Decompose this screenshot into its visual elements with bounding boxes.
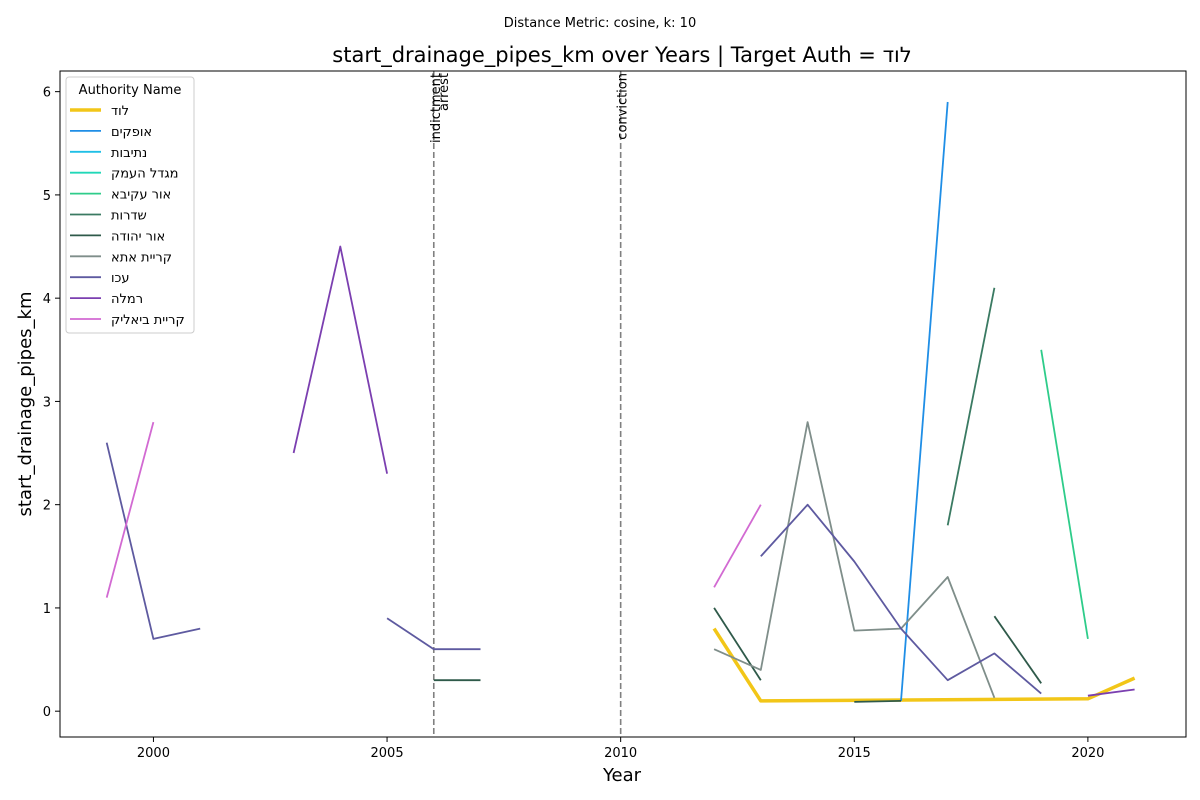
series-line-5: [946, 287, 996, 526]
y-tick-label: 3: [43, 395, 51, 410]
legend-box: [65, 76, 195, 334]
series-line-8: [386, 617, 481, 651]
series-line-6: [993, 615, 1042, 684]
event-label-conviction: conviction: [616, 73, 631, 140]
legend-entry: עכו: [111, 271, 130, 286]
series-line-8: [105, 442, 201, 640]
series-line-9: [1087, 688, 1135, 697]
chart-title: start_drainage_pipes_km over Years | Tar…: [332, 43, 911, 68]
x-axis-label: Year: [602, 765, 642, 786]
series-line-7: [713, 421, 996, 699]
event-label-arrest: arrest: [437, 73, 452, 111]
legend-entry: מגדל העמק: [111, 167, 179, 182]
y-tick-label: 4: [43, 292, 51, 307]
event-label-indictment: indictment: [429, 73, 444, 143]
legend-entry: לוד: [111, 104, 129, 119]
series-lines: [105, 101, 1136, 703]
y-tick-label: 1: [43, 602, 51, 617]
x-tick-label: 2010: [604, 746, 637, 761]
series-line-0: [712, 627, 1136, 703]
legend-entry: נתיבות: [111, 146, 147, 161]
legend-entry: אור עקיבא: [111, 188, 171, 203]
series-line-6: [713, 607, 762, 681]
y-axis: 0 1 2 3 4 5 6: [43, 86, 60, 720]
x-tick-label: 2000: [137, 746, 170, 761]
x-tick-label: 2020: [1071, 746, 1104, 761]
series-line-6: [854, 700, 902, 703]
chart-suptitle: Distance Metric: cosine, k: 10: [504, 16, 696, 31]
legend-entry: קריית אתא: [111, 250, 172, 265]
legend-title: Authority Name: [79, 83, 182, 98]
series-line-8: [760, 503, 1042, 695]
series-line-4: [1040, 349, 1089, 640]
series-line-1: [900, 101, 949, 701]
series-line-10: [713, 504, 762, 588]
x-tick-label: 2015: [838, 746, 871, 761]
x-axis: 2000 2005 2010 2015 2020: [137, 737, 1104, 761]
series-line-10: [105, 421, 155, 598]
legend: Authority Name לוד אופקים נתיבות מגדל העמק א…: [65, 76, 195, 334]
y-tick-label: 5: [43, 189, 51, 204]
y-tick-label: 6: [43, 86, 51, 101]
plot-frame: [59, 70, 1187, 738]
legend-entry: שדרות: [111, 209, 147, 224]
legend-entry: רמלה: [111, 292, 143, 307]
y-tick-label: 2: [43, 499, 51, 514]
y-axis-label: start_drainage_pipes_km: [15, 292, 36, 517]
legend-entry: אור יהודה: [111, 229, 165, 244]
y-tick-label: 0: [43, 705, 51, 720]
legend-entry: קריית ביאליק: [111, 313, 185, 328]
legend-entry: אופקים: [111, 125, 152, 140]
x-tick-label: 2005: [371, 746, 404, 761]
series-line-9: [292, 245, 388, 474]
